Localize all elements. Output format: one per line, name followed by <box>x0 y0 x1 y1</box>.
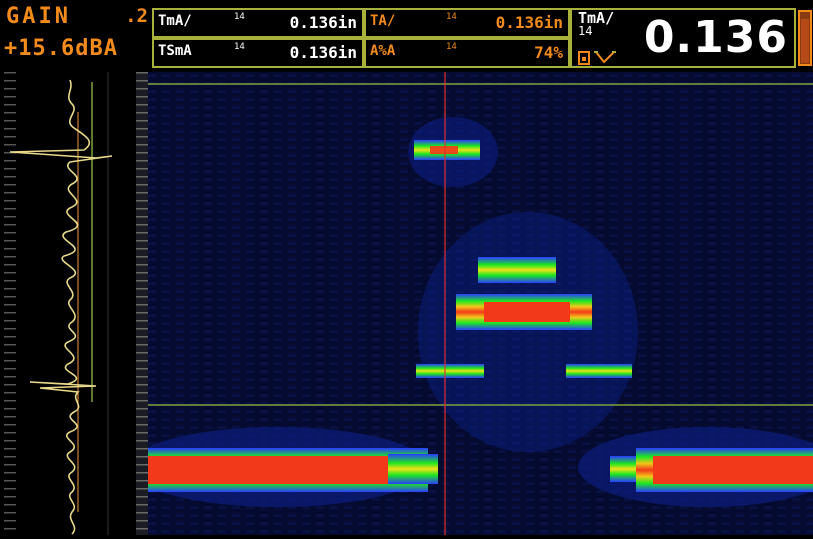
reading-ta[interactable]: TA/ 14 0.136in <box>364 8 570 38</box>
reading-label: TSmA <box>158 43 192 59</box>
a-scan-waveform <box>9 79 113 535</box>
echo-halo <box>418 212 638 452</box>
battery-icon <box>798 10 812 66</box>
status-bar: GAIN .2 +15.6dBA TmA/ 14 0.136in TA/ 14 … <box>0 0 813 70</box>
battery-fill <box>801 18 809 63</box>
reading-label: TmA/ <box>158 13 192 29</box>
echo-indication-4 <box>416 364 484 378</box>
b-scan-scale-ticks <box>136 72 148 535</box>
reading-label: A%A <box>370 43 396 59</box>
gain-panel[interactable]: GAIN .2 +15.6dBA <box>0 0 152 68</box>
gain-step[interactable]: .2 <box>125 5 148 27</box>
reading-amplitude[interactable]: A%A 14 74% <box>364 38 570 68</box>
a-scan-panel[interactable] <box>0 72 148 535</box>
echo-core <box>430 146 458 154</box>
reading-gate: 14 <box>234 42 245 52</box>
backwall-left-edge <box>388 454 438 484</box>
big-reading-gate: 14 <box>578 24 593 38</box>
echo-indication-2 <box>478 257 556 283</box>
big-reading-label: TmA/ <box>578 9 615 27</box>
reading-value: 0.136in <box>289 43 357 62</box>
reading-gate: 14 <box>446 12 457 22</box>
backwall-left-core <box>148 456 408 484</box>
reading-value: 74% <box>534 43 563 62</box>
b-scan-display[interactable] <box>148 72 813 535</box>
b-scan-depth-scale <box>136 72 148 535</box>
reading-value: 0.136in <box>289 13 357 32</box>
b-scan-image <box>148 72 813 535</box>
reading-gate: 14 <box>234 12 245 22</box>
a-scan-plot <box>4 72 113 535</box>
reading-gate: 14 <box>446 42 457 52</box>
cursor-mode-icon <box>578 51 616 65</box>
backwall-right-core <box>653 456 813 484</box>
reading-tma[interactable]: TmA/ 14 0.136in <box>152 8 364 38</box>
depth-scale <box>4 72 16 535</box>
gain-value[interactable]: +15.6dBA <box>4 36 118 61</box>
reading-label: TA/ <box>370 13 396 29</box>
big-reading-panel[interactable]: TmA/ 14 0.136 <box>570 8 796 68</box>
reading-value: 0.136in <box>495 13 563 32</box>
big-reading-value: 0.136 <box>643 12 788 63</box>
gain-label: GAIN <box>6 4 71 29</box>
echo-indication-5 <box>566 364 632 378</box>
reading-tsma[interactable]: TSmA 14 0.136in <box>152 38 364 68</box>
echo-core <box>484 302 570 322</box>
